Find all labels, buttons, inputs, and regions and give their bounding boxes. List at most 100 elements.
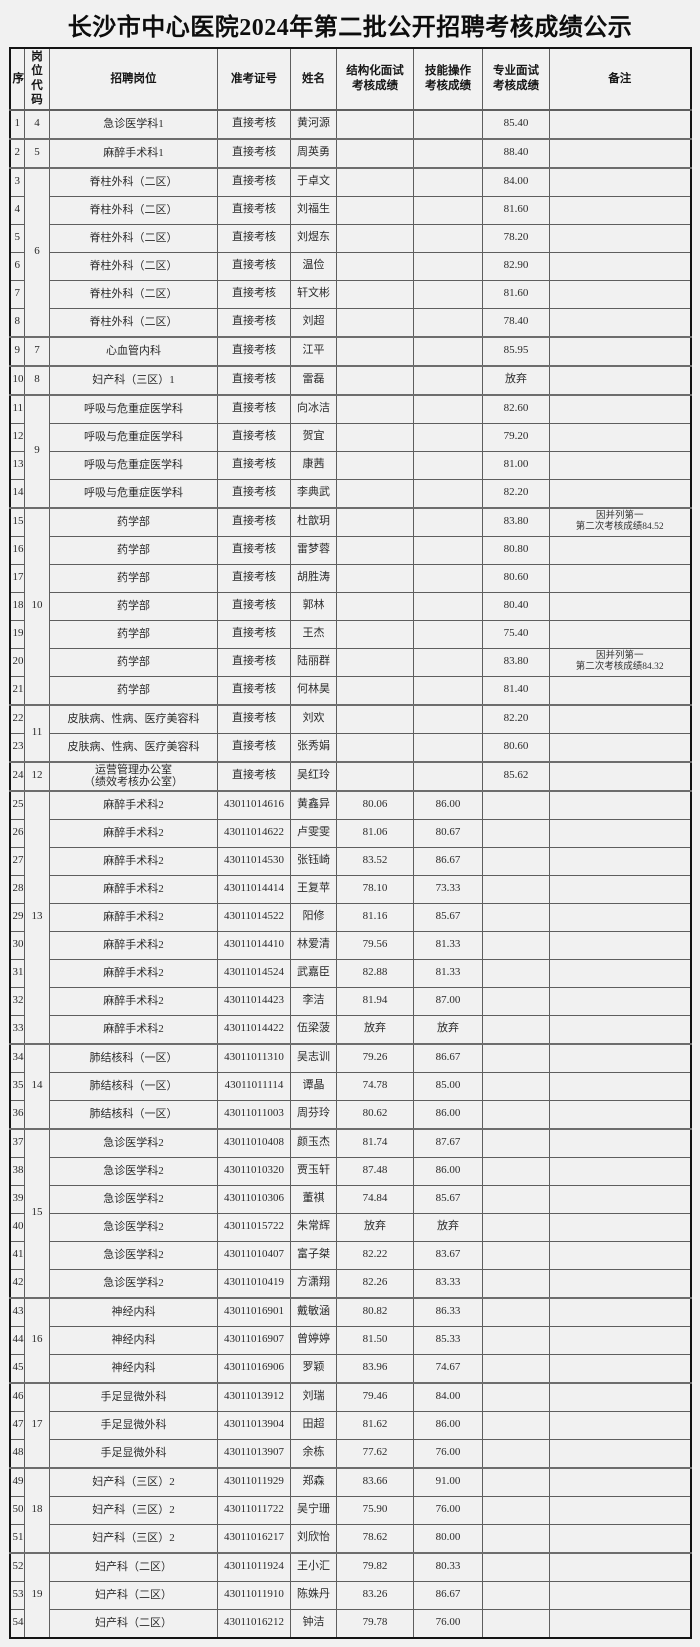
- cell-structured: 74.84: [336, 1184, 414, 1214]
- cell-position: 药学部: [49, 535, 218, 565]
- cell-position: 麻醉手术科2: [49, 874, 218, 904]
- cell-name: 方潇翔: [290, 1268, 337, 1298]
- cell-remark: 因并列第一 第二次考核成绩84.52: [549, 506, 691, 537]
- cell-ticket: 直接考核: [217, 732, 291, 762]
- cell-remark: [549, 1268, 691, 1298]
- cell-seq: 35: [9, 1071, 25, 1101]
- cell-position: 药学部: [49, 647, 218, 677]
- cell-structured: 79.26: [336, 1042, 414, 1073]
- cell-remark: [549, 1325, 691, 1355]
- cell-ticket: 43011011722: [217, 1495, 291, 1525]
- results-table-body: 1 4 急诊医学科1 直接考核 黄河源 85.40 2 5 麻醉手术科1 直接考核 周英勇 88.40…: [9, 108, 691, 1638]
- results-table: 序岗位 代码 招聘岗位 准考证号 姓名 结构化面试 考核成绩 技能操作 考核成绩 专业面试 …: [8, 47, 692, 1639]
- cell-ticket: 43011016901: [217, 1296, 291, 1327]
- cell-seq: 26: [9, 818, 25, 848]
- column-header-remark: 备注: [549, 47, 691, 111]
- cell-code: 15: [24, 1127, 50, 1298]
- cell-ticket: 43011016212: [217, 1608, 291, 1638]
- cell-position: 麻醉手术科2: [49, 789, 218, 820]
- cell-structured: 放弃: [336, 1014, 414, 1044]
- cell-position: 呼吸与危重症医学科: [49, 393, 218, 424]
- cell-structured: 82.26: [336, 1268, 414, 1298]
- cell-skill: 80.00: [413, 1523, 483, 1553]
- cell-name: 田超: [290, 1410, 337, 1440]
- cell-structured: [336, 393, 414, 424]
- cell-position: 麻醉手术科2: [49, 1014, 218, 1044]
- table-row: 18 药学部 直接考核 郭林 80.40: [9, 591, 691, 621]
- cell-seq: 16: [9, 535, 25, 565]
- table-row: 2 5 麻醉手术科1 直接考核 周英勇 88.40: [9, 137, 691, 168]
- cell-position: 心血管内科: [49, 335, 218, 366]
- cell-ticket: 43011014422: [217, 1014, 291, 1044]
- cell-code: 14: [24, 1042, 50, 1129]
- cell-name: 胡胜涛: [290, 563, 337, 593]
- cell-ticket: 直接考核: [217, 478, 291, 508]
- cell-seq: 18: [9, 591, 25, 621]
- cell-ticket: 43011014410: [217, 930, 291, 960]
- cell-code: 12: [24, 760, 50, 791]
- cell-ticket: 43011010320: [217, 1156, 291, 1186]
- cell-ticket: 直接考核: [217, 279, 291, 309]
- cell-seq: 42: [9, 1268, 25, 1298]
- table-row: 46 17 手足显微外科 43011013912 刘瑞 79.46 84.00: [9, 1381, 691, 1468]
- results-table-header: 序岗位 代码 招聘岗位 准考证号 姓名 结构化面试 考核成绩 技能操作 考核成绩 专业面试 …: [9, 47, 691, 111]
- cell-structured: [336, 647, 414, 677]
- cell-professional: [482, 1551, 550, 1582]
- cell-name: 黄河源: [290, 108, 337, 139]
- cell-skill: 86.33: [413, 1296, 483, 1327]
- column-header-professional: 专业面试 考核成绩: [482, 47, 550, 111]
- cell-structured: 81.16: [336, 902, 414, 932]
- cell-structured: 81.94: [336, 986, 414, 1016]
- cell-position: 脊柱外科（二区）: [49, 251, 218, 281]
- cell-name: 谭晶: [290, 1071, 337, 1101]
- cell-skill: 86.00: [413, 789, 483, 820]
- table-row: 1 4 急诊医学科1 直接考核 黄河源 85.40: [9, 108, 691, 139]
- table-row: 5 脊柱外科（二区） 直接考核 刘煜东 78.20: [9, 223, 691, 253]
- cell-professional: [482, 930, 550, 960]
- cell-name: 钟洁: [290, 1608, 337, 1638]
- cell-ticket: 43011010407: [217, 1240, 291, 1270]
- table-row: 53 妇产科（二区） 43011011910 陈姝丹 83.26 86.67: [9, 1580, 691, 1610]
- cell-position: 呼吸与危重症医学科: [49, 422, 218, 452]
- cell-position: 麻醉手术科2: [49, 958, 218, 988]
- table-row: 25 13 麻醉手术科2 43011014616 黄鑫异 80.06 86.00: [9, 789, 691, 1044]
- cell-professional: [482, 818, 550, 848]
- cell-professional: 85.95: [482, 335, 550, 366]
- cell-structured: 78.10: [336, 874, 414, 904]
- cell-seq: 1: [9, 108, 25, 139]
- cell-position: 药学部: [49, 506, 218, 537]
- cell-name: 戴敏涵: [290, 1296, 337, 1327]
- table-row: 26 麻醉手术科2 43011014622 卢雯雯 81.06 80.67: [9, 818, 691, 848]
- cell-position: 麻醉手术科1: [49, 137, 218, 168]
- cell-ticket: 直接考核: [217, 364, 291, 395]
- table-row: 14 呼吸与危重症医学科 直接考核 李典武 82.20: [9, 478, 691, 508]
- cell-skill: 73.33: [413, 874, 483, 904]
- cell-structured: 81.06: [336, 818, 414, 848]
- cell-professional: [482, 1353, 550, 1383]
- cell-structured: 82.22: [336, 1240, 414, 1270]
- cell-structured: [336, 760, 414, 791]
- cell-skill: 76.00: [413, 1495, 483, 1525]
- cell-professional: [482, 1325, 550, 1355]
- cell-skill: 86.00: [413, 1410, 483, 1440]
- cell-name: 张钰崎: [290, 846, 337, 876]
- cell-structured: 81.50: [336, 1325, 414, 1355]
- cell-seq: 46: [9, 1381, 25, 1412]
- cell-remark: [549, 535, 691, 565]
- cell-structured: [336, 223, 414, 253]
- table-row: 45 神经内科 43011016906 罗颖 83.96 74.67: [9, 1353, 691, 1383]
- cell-position: 急诊医学科1: [49, 108, 218, 139]
- cell-ticket: 直接考核: [217, 223, 291, 253]
- cell-skill: 86.67: [413, 846, 483, 876]
- cell-name: 吴志训: [290, 1042, 337, 1073]
- cell-ticket: 43011014530: [217, 846, 291, 876]
- cell-name: 雷梦蓉: [290, 535, 337, 565]
- cell-ticket: 43011014616: [217, 789, 291, 820]
- table-row: 24 12 运营管理办公室 （绩效考核办公室） 直接考核 吴红玲 85.62: [9, 760, 691, 791]
- cell-position: 妇产科（二区）: [49, 1551, 218, 1582]
- cell-professional: [482, 1127, 550, 1158]
- cell-professional: [482, 1099, 550, 1129]
- cell-name: 刘瑞: [290, 1381, 337, 1412]
- cell-professional: 82.20: [482, 478, 550, 508]
- cell-remark: 因并列第一 第二次考核成绩84.32: [549, 647, 691, 677]
